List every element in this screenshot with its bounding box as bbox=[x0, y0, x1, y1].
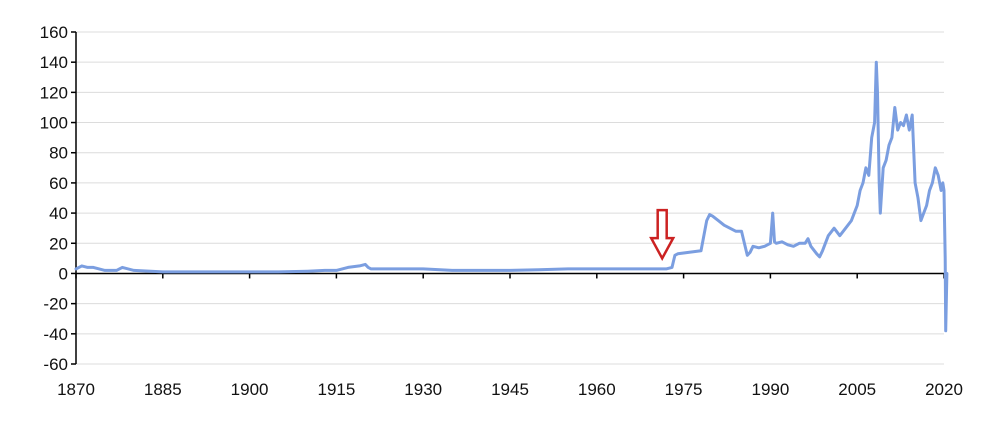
x-tick-label: 1975 bbox=[665, 380, 703, 399]
axes bbox=[71, 31, 945, 365]
series-line bbox=[74, 60, 949, 333]
x-tick-label: 1885 bbox=[144, 380, 182, 399]
x-tick-label: 2005 bbox=[838, 380, 876, 399]
y-tick-label: -40 bbox=[43, 325, 68, 344]
down-arrow-annotation bbox=[649, 208, 676, 261]
y-tick-label: -20 bbox=[43, 295, 68, 314]
y-tick-label: 60 bbox=[49, 174, 68, 193]
x-tick-label: 2020 bbox=[925, 380, 963, 399]
y-tick-label: 80 bbox=[49, 144, 68, 163]
y-tick-label: 140 bbox=[40, 53, 68, 72]
x-tick-label: 1960 bbox=[578, 380, 616, 399]
x-tick-label: 1930 bbox=[404, 380, 442, 399]
x-tick-label: 1900 bbox=[231, 380, 269, 399]
y-axis-tick-labels: 160 140 120 100 80 60 40 20 0 -20 -40 -60 bbox=[40, 23, 68, 374]
x-tick-label: 1990 bbox=[751, 380, 789, 399]
y-tick-label: 100 bbox=[40, 114, 68, 133]
gridlines bbox=[76, 31, 944, 365]
series-layer bbox=[74, 60, 949, 333]
x-tick-label: 1945 bbox=[491, 380, 529, 399]
y-tick-label: 160 bbox=[40, 23, 68, 42]
y-tick-label: 40 bbox=[49, 204, 68, 223]
y-tick-label: 20 bbox=[49, 234, 68, 253]
y-tick-label: -60 bbox=[43, 355, 68, 374]
x-tick-label: 1915 bbox=[317, 380, 355, 399]
y-tick-label: 0 bbox=[59, 264, 68, 283]
x-tick-label: 1870 bbox=[57, 380, 95, 399]
x-axis-tick-labels: 1870 1885 1900 1915 1930 1945 1960 1975 1990 2005… bbox=[57, 380, 963, 399]
annotation-layer bbox=[649, 208, 676, 261]
y-tick-label: 120 bbox=[40, 83, 68, 102]
